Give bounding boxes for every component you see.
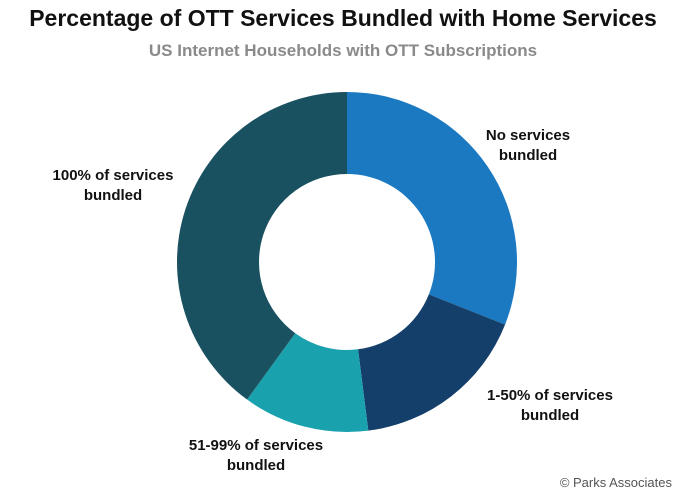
- segment-label: 100% of services bundled: [52, 167, 174, 204]
- chart-subtitle: US Internet Households with OTT Subscrip…: [149, 41, 537, 60]
- donut-segment: [347, 92, 517, 325]
- donut-segment: [177, 92, 347, 400]
- segment-label: 51-99% of services bundled: [188, 437, 324, 474]
- segment-label: 1-50% of services bundled: [487, 387, 613, 424]
- donut-segment: [247, 333, 369, 432]
- segment-label: No services bundled: [485, 127, 571, 164]
- donut-segment: [358, 294, 506, 431]
- source: © Parks Associates: [560, 475, 673, 490]
- chart-title: Percentage of OTT Services Bundled with …: [29, 5, 657, 31]
